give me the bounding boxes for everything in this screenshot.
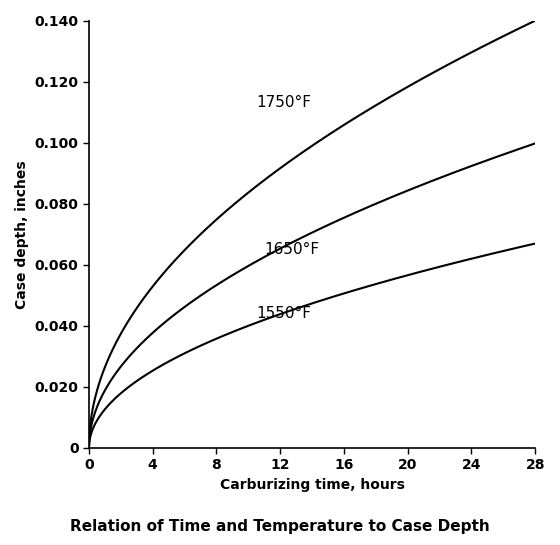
X-axis label: Carburizing time, hours: Carburizing time, hours — [220, 478, 404, 492]
Y-axis label: Case depth, inches: Case depth, inches — [15, 160, 29, 308]
Text: 1750°F: 1750°F — [256, 95, 311, 111]
Text: 1650°F: 1650°F — [264, 242, 319, 257]
Text: Relation of Time and Temperature to Case Depth: Relation of Time and Temperature to Case… — [70, 519, 490, 534]
Text: 1550°F: 1550°F — [256, 306, 311, 321]
